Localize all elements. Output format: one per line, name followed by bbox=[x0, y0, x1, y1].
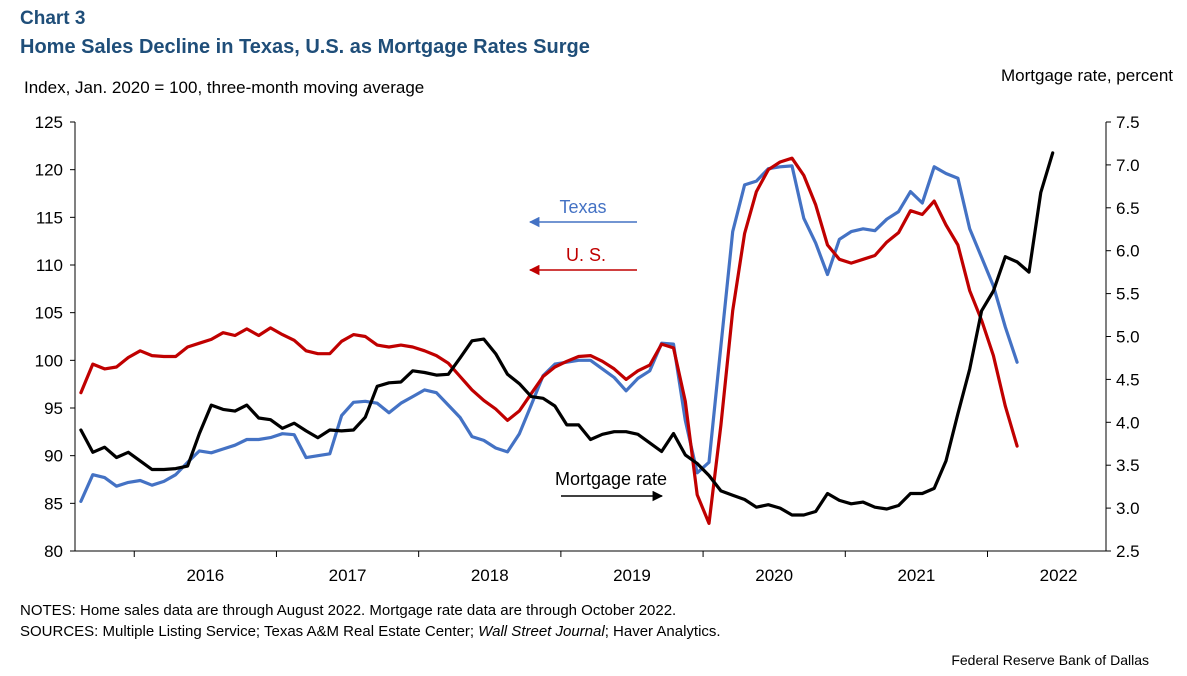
u-s-series-line bbox=[79, 156, 1019, 526]
right-tick-label: 7.0 bbox=[1116, 156, 1140, 175]
left-tick-label: 85 bbox=[44, 494, 63, 513]
left-tick-label: 80 bbox=[44, 542, 63, 561]
right-tick-label: 5.0 bbox=[1116, 328, 1140, 347]
sources-prefix: SOURCES: Multiple Listing Service; Texas… bbox=[20, 623, 479, 640]
chart-annotations: Texas U. S. Mortgage rate bbox=[528, 197, 667, 502]
left-tick-label: 110 bbox=[36, 256, 63, 275]
sources-suffix: ; Haver Analytics. bbox=[604, 623, 721, 640]
chart-axes: 80 85 90 95 100 105 110 115 120 125 2.5 3.0 3.5 4.0 4.… bbox=[35, 113, 1140, 585]
chart-notes: NOTES: Home sales data are through Augus… bbox=[20, 600, 721, 642]
x-tick-label: 2021 bbox=[897, 566, 935, 585]
right-tick-label: 5.5 bbox=[1116, 285, 1140, 304]
x-tick-label: 2018 bbox=[471, 566, 509, 585]
left-tick-label: 100 bbox=[35, 351, 63, 370]
sources-line: SOURCES: Multiple Listing Service; Texas… bbox=[20, 621, 721, 642]
left-tick-label: 115 bbox=[36, 208, 63, 227]
chart-number-label: Chart 3 bbox=[20, 8, 86, 29]
left-axis-title: Index, Jan. 2020 = 100, three-month movi… bbox=[24, 78, 425, 97]
right-tick-label: 3.5 bbox=[1116, 456, 1140, 475]
right-tick-label: 4.0 bbox=[1116, 413, 1140, 432]
right-tick-label: 2.5 bbox=[1116, 542, 1140, 561]
right-tick-label: 7.5 bbox=[1116, 113, 1140, 132]
right-tick-label: 3.0 bbox=[1116, 499, 1140, 518]
left-tick-label: 120 bbox=[35, 161, 63, 180]
left-tick-label: 90 bbox=[44, 447, 63, 466]
mortgage-rate-series-line bbox=[79, 151, 1055, 517]
right-axis-title: Mortgage rate, percent bbox=[1001, 66, 1173, 85]
x-tick-label: 2022 bbox=[1040, 566, 1078, 585]
chart-series bbox=[79, 151, 1055, 526]
source-credit: Federal Reserve Bank of Dallas bbox=[951, 652, 1149, 668]
u-s-annotation-label: U. S. bbox=[566, 245, 606, 265]
x-tick-label: 2017 bbox=[329, 566, 367, 585]
left-tick-label: 95 bbox=[44, 399, 63, 418]
texas-annotation-label: Texas bbox=[559, 197, 606, 217]
chart-title: Home Sales Decline in Texas, U.S. as Mor… bbox=[20, 36, 590, 58]
line-chart: 80 85 90 95 100 105 110 115 120 125 2.5 3.0 3.5 4.0 4.… bbox=[35, 113, 1140, 585]
right-tick-label: 6.0 bbox=[1116, 242, 1140, 261]
right-tick-label: 4.5 bbox=[1116, 370, 1140, 389]
notes-line: NOTES: Home sales data are through Augus… bbox=[20, 602, 677, 619]
left-tick-label: 125 bbox=[35, 113, 63, 132]
x-tick-label: 2020 bbox=[755, 566, 793, 585]
x-tick-label: 2016 bbox=[186, 566, 224, 585]
left-tick-label: 105 bbox=[35, 304, 63, 323]
x-tick-label: 2019 bbox=[613, 566, 651, 585]
sources-italic: Wall Street Journal bbox=[478, 623, 605, 640]
right-tick-label: 6.5 bbox=[1116, 199, 1140, 218]
mortgage-rate-annotation-label: Mortgage rate bbox=[555, 469, 667, 489]
